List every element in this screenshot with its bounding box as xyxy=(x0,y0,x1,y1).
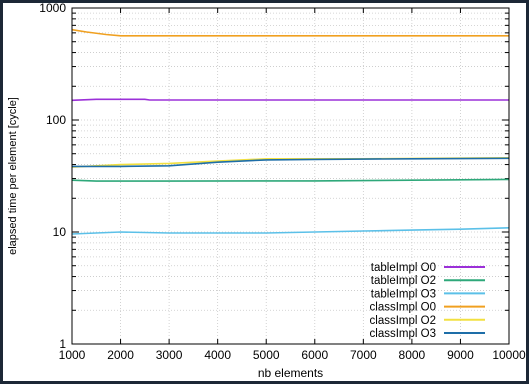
legend-label: tableImpl O2 xyxy=(371,275,436,287)
series-line-tableimpl-o2 xyxy=(71,178,510,182)
x-tick-label: 4000 xyxy=(204,348,231,362)
x-tick-label: 2000 xyxy=(107,348,134,362)
y-tick-label: 1 xyxy=(59,337,66,351)
x-tick-label: 6000 xyxy=(301,348,328,362)
y-tick-label: 1000 xyxy=(39,3,66,15)
series-line-tableimpl-o3 xyxy=(71,227,510,235)
series-line-tableimpl-o0 xyxy=(71,98,509,102)
x-tick-label: 9000 xyxy=(447,348,474,362)
legend-label: classImpl O0 xyxy=(370,302,436,314)
x-tick-label: 1000 xyxy=(59,348,86,362)
x-tick-label: 10000 xyxy=(492,348,526,362)
plot-frame xyxy=(71,7,510,345)
y-tick-label: 10 xyxy=(53,225,67,239)
x-tick-label: 8000 xyxy=(399,348,426,362)
grid xyxy=(71,8,510,344)
x-tick-label: 5000 xyxy=(253,348,280,362)
series-line-classimpl-o0 xyxy=(71,28,509,37)
legend-label: tableImpl O0 xyxy=(371,262,436,274)
series-line-classimpl-o3 xyxy=(72,157,510,168)
x-tick-label: 3000 xyxy=(156,348,183,362)
legend-label: tableImpl O3 xyxy=(371,288,436,300)
x-tick-label: 7000 xyxy=(350,348,377,362)
chart-figure: 1000 2000 3000 4000 5000 6000 7000 8000 9000 1000… xyxy=(3,3,526,381)
legend-label: classImpl O3 xyxy=(370,328,436,340)
line-chart: 1000 2000 3000 4000 5000 6000 7000 8000 9000 1000… xyxy=(7,3,526,380)
y-tick-label: 100 xyxy=(46,113,66,127)
x-axis-label: nb elements xyxy=(258,366,323,380)
legend-label: classImpl O2 xyxy=(370,315,436,327)
y-axis-label: elapsed time per element [cycle] xyxy=(7,97,19,255)
